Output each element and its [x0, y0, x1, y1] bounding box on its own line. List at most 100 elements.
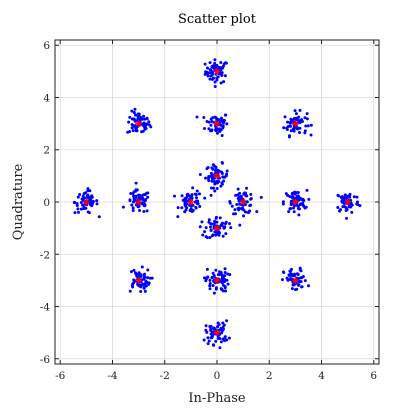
received-point	[221, 280, 225, 284]
received-point	[208, 324, 212, 328]
received-point	[144, 281, 148, 285]
received-point	[128, 289, 132, 293]
received-point	[220, 273, 224, 277]
received-point	[221, 321, 225, 325]
received-point	[195, 115, 199, 119]
received-point	[208, 281, 212, 285]
received-point	[184, 208, 188, 212]
received-point	[213, 168, 217, 172]
received-point	[225, 319, 229, 323]
received-point	[296, 191, 300, 194]
y-tick-label: 2	[43, 145, 50, 157]
received-point	[204, 226, 208, 230]
received-point	[216, 75, 220, 79]
received-point	[176, 215, 180, 219]
received-point	[210, 336, 214, 340]
reference-point	[292, 198, 299, 206]
received-point	[300, 285, 304, 289]
received-point	[76, 210, 80, 214]
received-point	[295, 195, 299, 199]
received-point	[219, 340, 223, 344]
received-point	[209, 229, 213, 233]
received-point	[121, 205, 125, 209]
received-point	[132, 196, 136, 200]
y-tick-label: -4	[40, 302, 51, 314]
received-point	[238, 191, 242, 195]
received-point	[211, 64, 215, 68]
received-point	[224, 61, 228, 65]
received-point	[230, 204, 234, 208]
received-point	[342, 198, 346, 202]
received-point	[138, 194, 142, 197]
received-point	[249, 192, 253, 196]
received-point	[225, 278, 229, 282]
received-point	[208, 225, 212, 229]
received-point	[358, 204, 362, 208]
received-point	[136, 116, 140, 120]
grid-lines	[55, 40, 379, 364]
axis-ticks: -6 -4 -2 0 2 4 6 -6 -4 -2 0 2 4 6	[40, 40, 379, 382]
received-point	[134, 188, 138, 192]
received-point	[208, 68, 212, 72]
received-point	[147, 120, 151, 124]
received-point	[143, 289, 147, 293]
received-point	[128, 115, 132, 119]
received-point	[203, 62, 207, 66]
received-point	[144, 284, 148, 288]
received-point	[132, 278, 136, 282]
received-point	[142, 202, 146, 206]
received-point	[285, 276, 289, 280]
received-point	[228, 273, 232, 277]
received-point	[337, 194, 341, 198]
received-point	[299, 276, 303, 280]
received-point	[236, 187, 240, 191]
received-point	[206, 342, 210, 346]
received-point	[203, 72, 207, 76]
received-point	[220, 182, 224, 186]
received-point	[139, 116, 143, 120]
received-point	[129, 270, 133, 274]
received-point	[290, 192, 294, 196]
received-point	[210, 179, 214, 183]
received-point	[81, 198, 85, 202]
received-point	[213, 84, 217, 88]
received-point	[220, 161, 224, 165]
received-point	[224, 220, 228, 224]
received-point	[208, 221, 212, 225]
received-point	[78, 192, 82, 196]
received-point	[214, 166, 218, 170]
received-point	[302, 199, 306, 202]
received-point	[206, 336, 210, 340]
x-tick-label: 2	[266, 370, 273, 382]
received-point	[309, 133, 313, 137]
received-point	[198, 204, 202, 208]
received-point	[209, 332, 213, 336]
reference-point	[239, 198, 247, 206]
received-point	[286, 120, 290, 124]
received-point	[73, 211, 77, 215]
reference-point	[292, 277, 299, 284]
received-point	[208, 284, 212, 288]
chart-title: Scatter plot	[178, 12, 257, 27]
received-point	[86, 189, 90, 193]
received-point	[215, 187, 219, 191]
received-point	[208, 61, 212, 65]
received-point	[293, 272, 297, 276]
received-point	[216, 321, 220, 325]
received-point	[132, 190, 136, 194]
received-point	[130, 126, 134, 130]
received-point	[229, 226, 233, 230]
received-point	[127, 120, 131, 124]
received-point	[87, 211, 91, 215]
received-point	[303, 116, 307, 120]
received-point	[224, 173, 228, 177]
received-point	[206, 275, 210, 279]
received-point	[133, 113, 137, 117]
received-point	[194, 206, 198, 210]
received-point	[233, 208, 237, 212]
received-point	[292, 210, 296, 214]
reference-point	[213, 329, 221, 336]
received-point	[223, 74, 227, 78]
received-point	[191, 209, 195, 213]
received-point	[130, 109, 134, 113]
